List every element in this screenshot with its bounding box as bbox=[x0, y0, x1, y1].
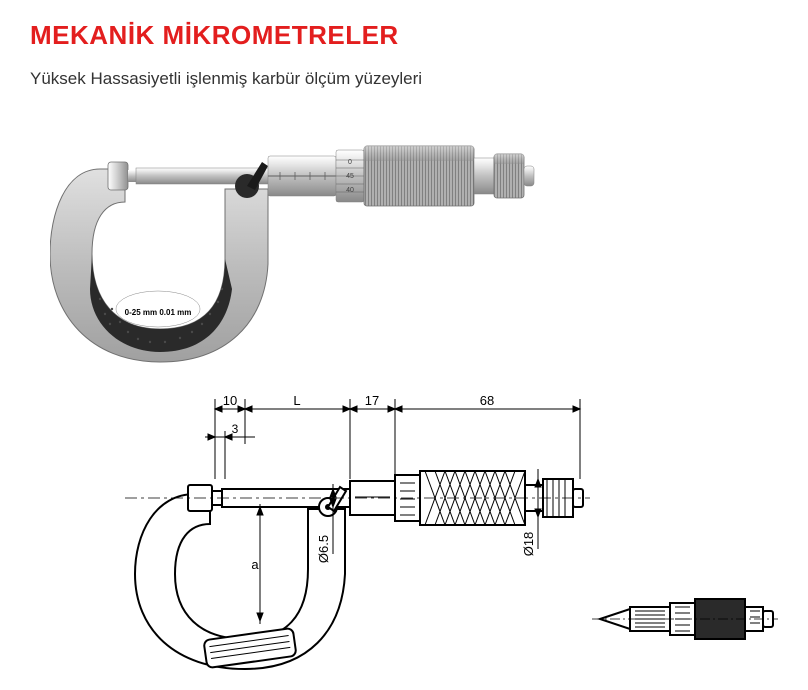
product-photo: 20°C 0-25 mm 0.01 mm 0 45 40 bbox=[50, 114, 778, 379]
dim-a: a bbox=[251, 557, 259, 572]
frame-range-label: 0-25 mm 0.01 mm bbox=[125, 308, 192, 317]
page-title: MEKANİK MİKROMETRELER bbox=[30, 20, 778, 51]
dim-L: L bbox=[293, 393, 300, 408]
svg-text:0: 0 bbox=[348, 159, 352, 166]
dim-17: 17 bbox=[365, 393, 379, 408]
technical-diagram: 10 L 17 68 3 bbox=[50, 389, 778, 684]
dim-10: 10 bbox=[223, 393, 237, 408]
frame-temp-label: 20°C bbox=[147, 296, 169, 307]
dim-68: 68 bbox=[480, 393, 494, 408]
dim-d65: Ø6.5 bbox=[316, 535, 331, 563]
svg-text:40: 40 bbox=[346, 187, 354, 194]
svg-text:45: 45 bbox=[346, 173, 354, 180]
dim-3: 3 bbox=[232, 422, 239, 436]
dim-d18: Ø18 bbox=[521, 532, 536, 557]
page-subtitle: Yüksek Hassasiyetli işlenmiş karbür ölçü… bbox=[30, 69, 778, 89]
